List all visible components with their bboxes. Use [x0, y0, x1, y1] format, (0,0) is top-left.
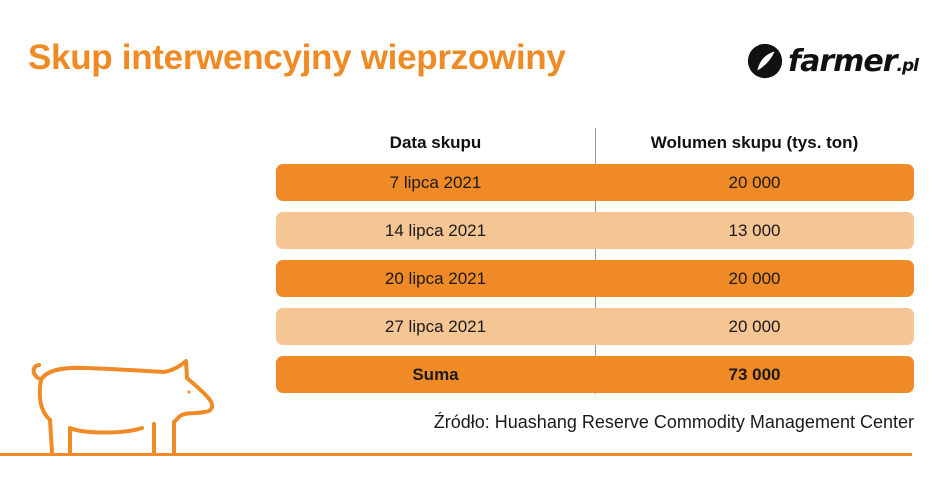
logo-text: farmer.pl: [788, 43, 919, 79]
page-title: Skup interwencyjny wieprzowiny: [28, 38, 566, 77]
total-value: 73 000: [728, 364, 781, 384]
bottom-rule: [0, 453, 912, 456]
row-date: 20 lipca 2021: [384, 268, 487, 288]
pig-icon: [31, 359, 214, 454]
row-date: 7 lipca 2021: [389, 172, 482, 192]
row-volume: 20 000: [728, 268, 781, 288]
header-date: Data skupu: [389, 133, 482, 152]
logo-tld: .pl: [896, 55, 919, 76]
row-volume: 13 000: [728, 220, 781, 240]
total-label: Suma: [412, 364, 459, 384]
table-row: 14 lipca 2021 13 000: [276, 212, 914, 249]
table-row: 7 lipca 2021 20 000: [276, 164, 914, 201]
row-volume: 20 000: [728, 316, 781, 336]
row-volume: 20 000: [728, 172, 781, 192]
row-date: 27 lipca 2021: [384, 316, 487, 336]
logo-name: farmer: [788, 43, 897, 79]
header-volume: Wolumen skupu (tys. ton): [650, 133, 859, 152]
source-note: Źródło: Huashang Reserve Commodity Manag…: [433, 412, 914, 432]
farmer-logo-icon: [747, 43, 783, 79]
table-row: 27 lipca 2021 20 000: [276, 308, 914, 345]
table-row: 20 lipca 2021 20 000: [276, 260, 914, 297]
row-date: 14 lipca 2021: [384, 220, 487, 240]
table-total-row: Suma 73 000: [276, 356, 914, 393]
farmer-logo[interactable]: farmer.pl: [746, 42, 919, 80]
